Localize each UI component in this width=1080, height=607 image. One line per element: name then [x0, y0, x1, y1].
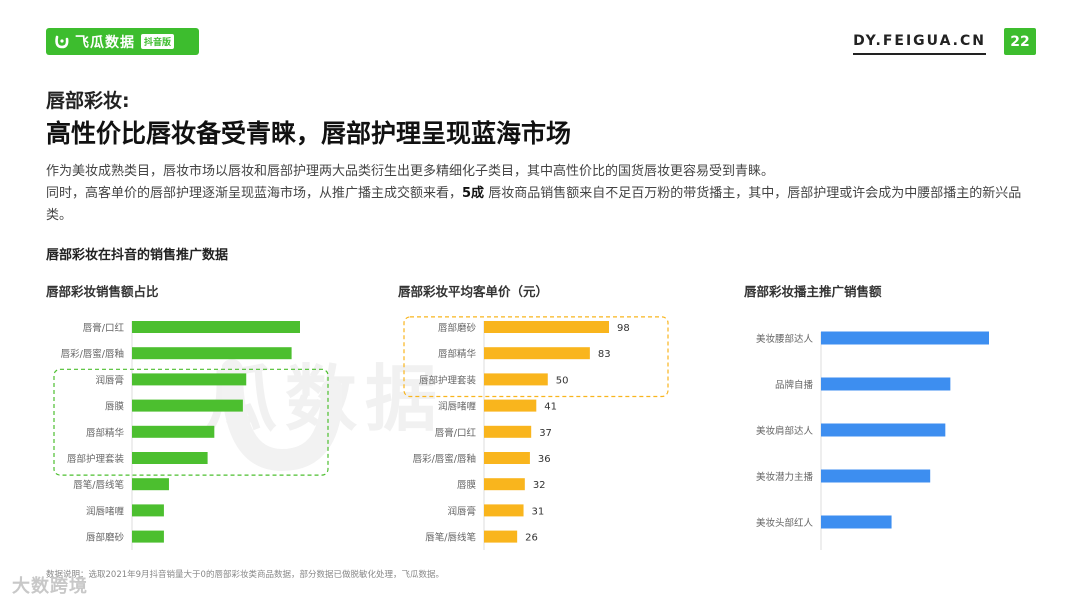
- chart-1-category-label: 唇部精华: [86, 427, 125, 439]
- chart-2-bar: [484, 399, 537, 412]
- chart-2-category-label: 唇膏/口红: [435, 427, 477, 439]
- chart-3-category-label: 美妆肩部达人: [756, 425, 814, 437]
- chart-3-category-label: 品牌自播: [775, 379, 814, 391]
- chart-1-bar: [132, 504, 164, 517]
- chart-3-category-label: 美妆腰部达人: [756, 333, 814, 345]
- chart-1-bar: [132, 530, 164, 543]
- chart-2-category-label: 唇膜: [457, 480, 477, 491]
- chart-2-bar: [484, 452, 530, 464]
- chart-1-highlight-box: [53, 368, 329, 476]
- chart-2-data-label: 32: [533, 480, 546, 491]
- chart-1-category-label: 唇笔/唇线笔: [73, 479, 124, 491]
- chart-2-data-label: 98: [617, 323, 630, 334]
- chart-3-category-label: 美妆头部红人: [756, 517, 814, 529]
- chart-1-category-label: 唇膏/口红: [83, 322, 125, 334]
- chart-1-bar: [132, 347, 292, 360]
- chart-1-title: 唇部彩妆销售额占比: [46, 284, 159, 299]
- chart-2-category-label: 唇部精华: [438, 348, 477, 360]
- chart-1-bar: [132, 425, 215, 438]
- chart-1-bar: [132, 399, 243, 412]
- chart-1-category-label: 润唇啫喱: [86, 505, 125, 517]
- chart-2-category-label: 唇彩/唇蜜/唇釉: [413, 453, 476, 465]
- chart-2-bar: [484, 373, 548, 386]
- logo-badge: 抖音版: [141, 34, 175, 49]
- chart-2-bar: [484, 530, 518, 543]
- body-paragraph-1: 作为美妆成熟类目，唇妆市场以唇妆和唇部护理两大品类衍生出更多精细化子类目，其中高…: [46, 164, 775, 179]
- chart-1-bar: [132, 321, 300, 333]
- chart-2-data-label: 50: [556, 375, 569, 386]
- chart-3-bar: [821, 515, 892, 529]
- brand-logo: 飞瓜数据 抖音版: [46, 28, 199, 55]
- chart-2-bar: [484, 504, 524, 517]
- chart-2-data-label: 83: [598, 349, 611, 360]
- chart-1-bar: [132, 373, 247, 386]
- body-p2-after: 唇妆商品销售额来自不足百万粉的带货播主，其中，唇部护理或许会成为中腰部播主的新兴…: [46, 186, 1022, 223]
- kicker-title: 唇部彩妆:: [46, 90, 130, 112]
- chart-avg-price: 唇部磨砂 98 唇部精华 83 唇部护理套装 50 润唇啫喱 41 唇膏/口红 37 唇彩/唇蜜/唇…: [403, 316, 669, 550]
- body-paragraph-2: 同时，高客单价的唇部护理逐渐呈现蓝海市场，从推广播主成交额来看，5成 唇妆商品销…: [46, 183, 1036, 227]
- chart-2-category-label: 唇部磨砂: [438, 322, 477, 334]
- chart-2-category-label: 唇笔/唇线笔: [425, 532, 476, 544]
- chart-2-bar: [484, 321, 609, 333]
- chart-2-bar: [484, 425, 532, 438]
- chart-2-title: 唇部彩妆平均客单价（元）: [398, 284, 549, 299]
- chart-3-title: 唇部彩妆播主推广销售额: [744, 284, 882, 299]
- chart-3-bar: [821, 377, 951, 391]
- chart-2-data-label: 31: [532, 506, 545, 517]
- chart-2-category-label: 唇部护理套装: [419, 374, 477, 386]
- chart-2-bar: [484, 478, 525, 491]
- chart-2-category-label: 润唇膏: [447, 505, 476, 517]
- body-text: 作为美妆成熟类目，唇妆市场以唇妆和唇部护理两大品类衍生出更多精细化子类目，其中高…: [46, 161, 1036, 227]
- chart-2-bar: [484, 347, 590, 360]
- chart-2-data-label: 41: [544, 402, 557, 413]
- chart-1-category-label: 唇彩/唇蜜/唇釉: [61, 348, 124, 360]
- site-url[interactable]: DY.FEIGUA.CN: [853, 33, 986, 55]
- page-number: 22: [1004, 28, 1036, 55]
- body-p2-bold: 5成: [462, 186, 485, 201]
- chart-2-category-label: 润唇啫喱: [438, 401, 477, 413]
- section-title: 唇部彩妆在抖音的销售推广数据: [46, 248, 229, 263]
- chart-2-data-label: 36: [538, 454, 551, 465]
- chart-2-data-label: 26: [525, 533, 538, 544]
- chart-sales-share: 唇膏/口红唇彩/唇蜜/唇釉润唇膏唇膜唇部精华唇部护理套装唇笔/唇线笔润唇啫喱唇部…: [53, 321, 329, 550]
- corner-watermark: 大数跨境: [12, 576, 88, 597]
- chart-3-bar: [821, 331, 989, 345]
- chart-3-category-label: 美妆潜力主播: [756, 471, 814, 483]
- watermark-logo-shape: [222, 359, 342, 472]
- chart-3-bar: [821, 469, 931, 483]
- chart-1-category-label: 唇部磨砂: [86, 532, 125, 544]
- logo-text: 飞瓜数据: [75, 34, 135, 51]
- chart-2-highlight-box: [403, 316, 669, 398]
- chart-1-category-label: 唇膜: [105, 402, 125, 413]
- chart-1-category-label: 润唇膏: [95, 374, 124, 386]
- chart-1-bar: [132, 478, 169, 491]
- chart-3-bar: [821, 423, 946, 437]
- chart-2-data-label: 37: [539, 428, 552, 439]
- body-p2-before: 同时，高客单价的唇部护理逐渐呈现蓝海市场，从推广播主成交额来看，: [46, 186, 463, 201]
- chart-1-category-label: 唇部护理套装: [67, 453, 125, 465]
- page-title: 高性价比唇妆备受青睐，唇部护理呈现蓝海市场: [46, 119, 572, 148]
- logo-icon: [55, 35, 69, 48]
- chart-1-bar: [132, 452, 208, 464]
- data-note: 数据说明：选取2021年9月抖音销量大于0的唇部彩妆类商品数据，部分数据已做脱敏…: [46, 570, 444, 580]
